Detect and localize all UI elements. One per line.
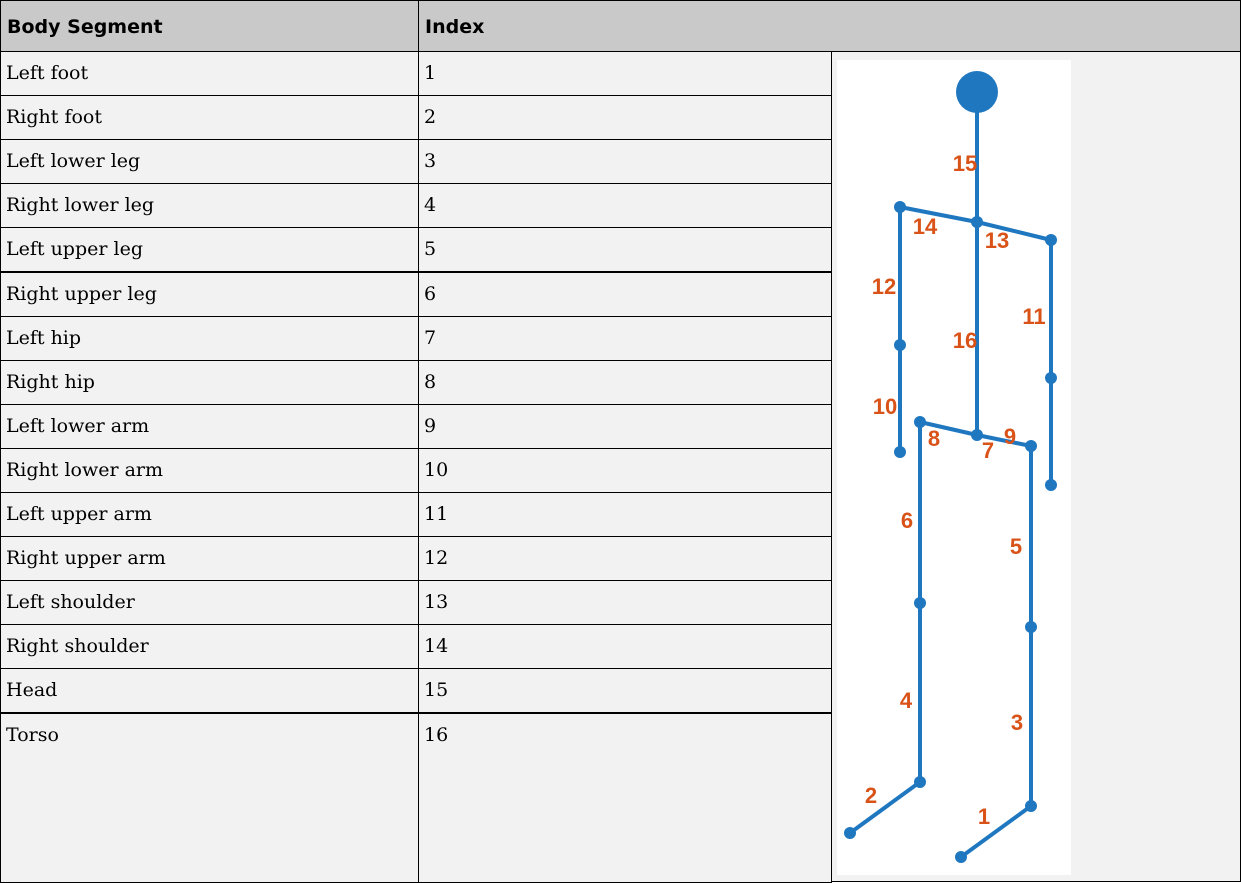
segment-label: 3	[1011, 710, 1023, 735]
joint	[894, 339, 906, 351]
segment-label: 16	[953, 328, 977, 353]
segment-label: 1	[978, 804, 990, 829]
segment-label: 11	[1022, 304, 1045, 329]
row-index: 7	[418, 316, 832, 361]
image-background	[837, 60, 1071, 875]
row-index: 5	[418, 227, 832, 272]
row-index: 11	[418, 492, 832, 537]
row-label: Right upper arm	[0, 536, 419, 581]
joint	[914, 597, 926, 609]
segment-label: 7	[982, 438, 994, 463]
row-label: Left upper arm	[0, 492, 419, 537]
joint	[1045, 234, 1057, 246]
header-cell: Body Segment	[0, 0, 419, 52]
segment-label: 12	[872, 274, 896, 299]
row-index: 8	[418, 360, 832, 405]
row-index: 16	[418, 713, 832, 883]
row-label: Right lower arm	[0, 448, 419, 493]
joint	[1025, 440, 1037, 452]
row-label: Right upper leg	[0, 272, 419, 317]
row-index: 15	[418, 668, 832, 713]
segment-label: 6	[901, 508, 913, 533]
segment-label: 9	[1004, 424, 1016, 449]
joint	[971, 216, 983, 228]
head-joint	[956, 71, 998, 113]
joint	[1025, 800, 1037, 812]
row-index: 1	[418, 51, 832, 96]
row-label: Head	[0, 668, 419, 713]
joint	[914, 776, 926, 788]
row-label: Torso	[0, 713, 419, 883]
row-label: Right hip	[0, 360, 419, 405]
row-label: Left lower arm	[0, 404, 419, 449]
row-label: Left shoulder	[0, 580, 419, 625]
segment-label: 5	[1010, 534, 1022, 559]
joint	[1045, 479, 1057, 491]
row-label: Right lower leg	[0, 183, 419, 228]
joint	[844, 827, 856, 839]
segment-label: 14	[913, 214, 938, 239]
joint	[894, 201, 906, 213]
row-index: 10	[418, 448, 832, 493]
segment-label: 2	[865, 783, 877, 808]
row-index: 9	[418, 404, 832, 449]
segment-label: 15	[953, 151, 977, 176]
row-index: 12	[418, 536, 832, 581]
row-index: 4	[418, 183, 832, 228]
row-index: 6	[418, 272, 832, 317]
row-index: 2	[418, 95, 832, 140]
row-index: 13	[418, 580, 832, 625]
row-label: Left upper leg	[0, 227, 419, 272]
row-label: Right shoulder	[0, 624, 419, 669]
header-cell: Index	[418, 0, 1241, 52]
joint	[1045, 372, 1057, 384]
row-label: Left hip	[0, 316, 419, 361]
joint	[894, 446, 906, 458]
row-index: 3	[418, 139, 832, 184]
joint	[914, 416, 926, 428]
segment-label: 13	[985, 228, 1009, 253]
segment-label: 8	[928, 426, 940, 451]
joint	[1025, 621, 1037, 633]
joint	[955, 851, 967, 863]
row-label: Left lower leg	[0, 139, 419, 184]
row-index: 14	[418, 624, 832, 669]
segment-label: 10	[873, 394, 897, 419]
segment-label: 4	[900, 688, 913, 713]
row-label: Left foot	[0, 51, 419, 96]
row-label: Right foot	[0, 95, 419, 140]
